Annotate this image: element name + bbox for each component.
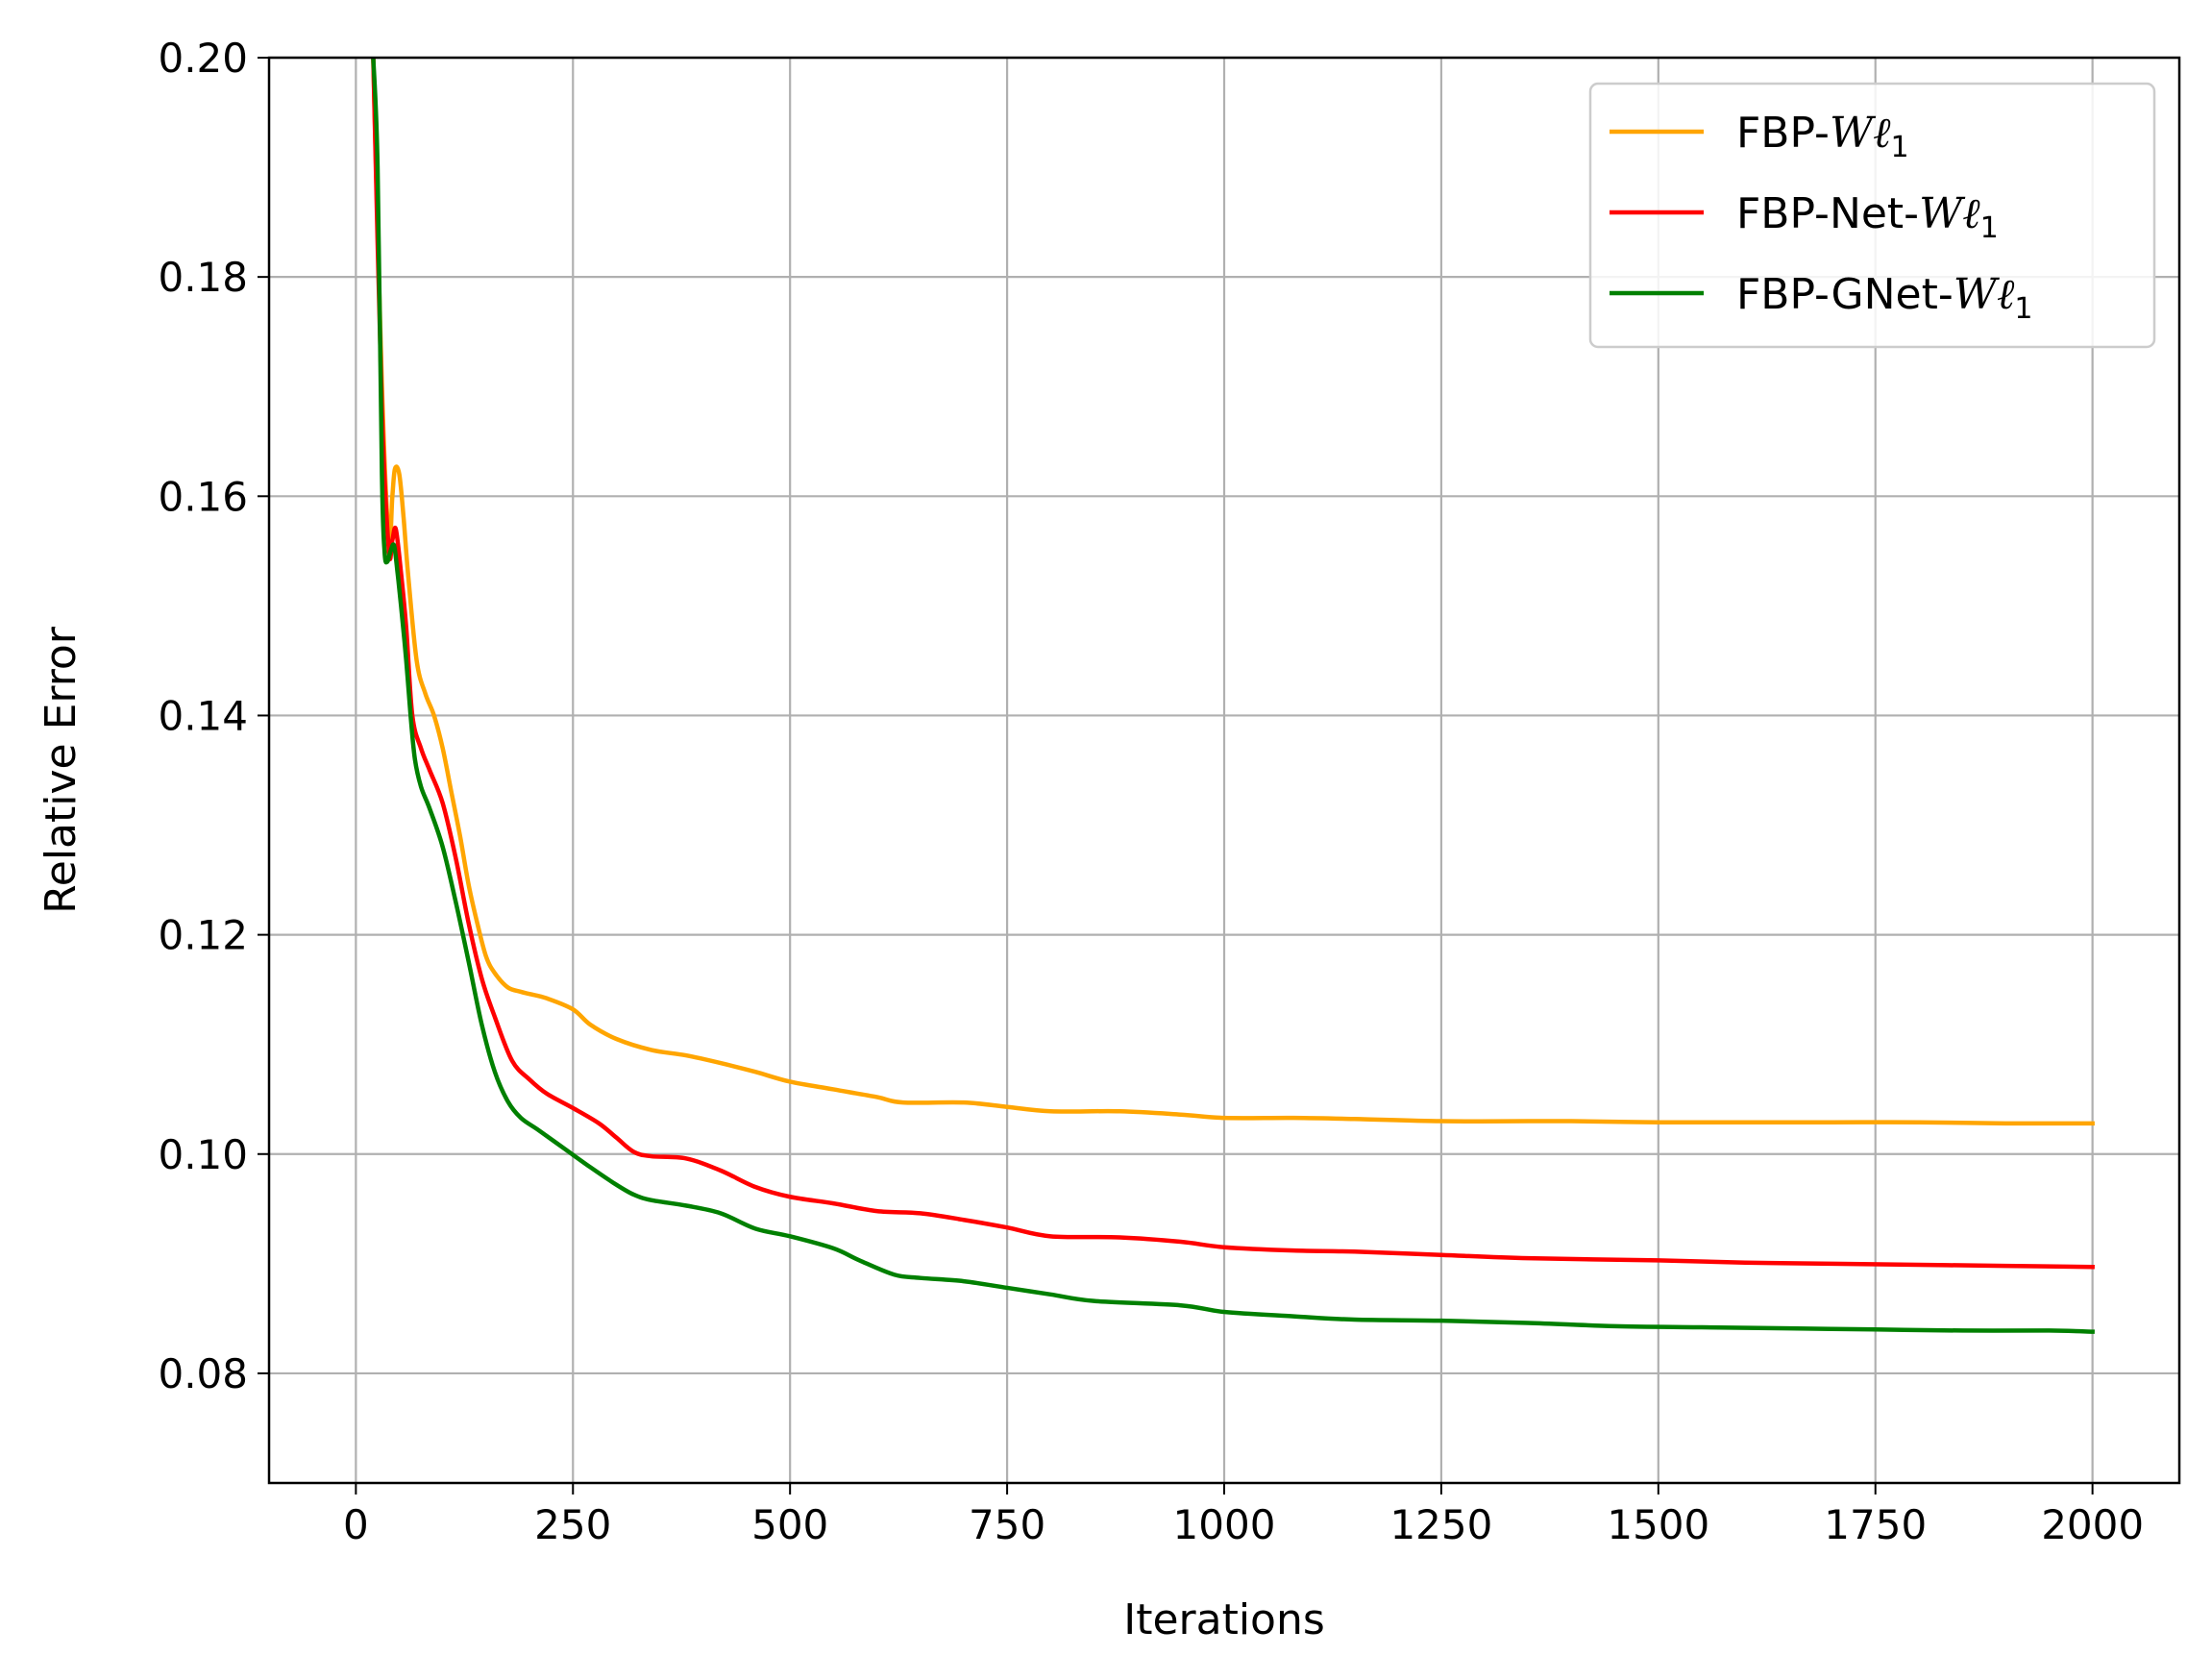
legend-label-symbol: Wℓ: [1954, 270, 2015, 319]
legend-label-prefix: FBP-Net-: [1736, 189, 1919, 238]
x-tick-label: 750: [969, 1501, 1045, 1548]
series-lines: [371, 58, 2095, 1334]
x-tick-label: 500: [751, 1501, 828, 1548]
x-tick-label: 2000: [2041, 1501, 2144, 1548]
x-tick-label: 1500: [1607, 1501, 1709, 1548]
x-tick-label: 250: [534, 1501, 611, 1548]
y-tick-label: 0.20: [158, 35, 248, 82]
legend-box: [1588, 82, 2156, 349]
y-axis-label: Relative Error: [37, 626, 86, 914]
y-tick-label: 0.18: [158, 254, 248, 301]
legend-label-subscript: 1: [1891, 131, 1909, 164]
series-line-2: [371, 58, 2095, 1334]
legend-label: FBP-Net-Wℓ1: [1736, 189, 1999, 245]
x-tick-label: 1250: [1389, 1501, 1492, 1548]
legend-label-prefix: FBP-: [1736, 109, 1830, 158]
legend-label: FBP-Wℓ1: [1736, 109, 1909, 164]
legend-label-symbol: Wℓ: [1919, 189, 1980, 238]
y-tick-label: 0.16: [158, 473, 248, 520]
legend-label-subscript: 1: [1980, 211, 1999, 245]
x-tick-label: 1750: [1824, 1501, 1927, 1548]
y-tick-label: 0.08: [158, 1350, 248, 1397]
axis-ticks: 0 250 500 750 1000 1250 1500 1750 2000 0.08 0.10 0.…: [158, 35, 2144, 1548]
legend-label-prefix: FBP-GNet-: [1736, 270, 1954, 319]
legend-label: FBP-GNet-Wℓ1: [1736, 270, 2032, 326]
series-line-0: [371, 58, 2095, 1126]
y-tick-label: 0.12: [158, 912, 248, 959]
y-tick-label: 0.14: [158, 692, 248, 739]
x-tick-label: 1000: [1173, 1501, 1276, 1548]
y-tick-label: 0.10: [158, 1131, 248, 1178]
legend-label-symbol: Wℓ: [1830, 109, 1891, 158]
x-tick-label: 0: [343, 1501, 369, 1548]
x-axis-label: Iterations: [1123, 1595, 1325, 1644]
legend-label-subscript: 1: [2014, 292, 2032, 326]
